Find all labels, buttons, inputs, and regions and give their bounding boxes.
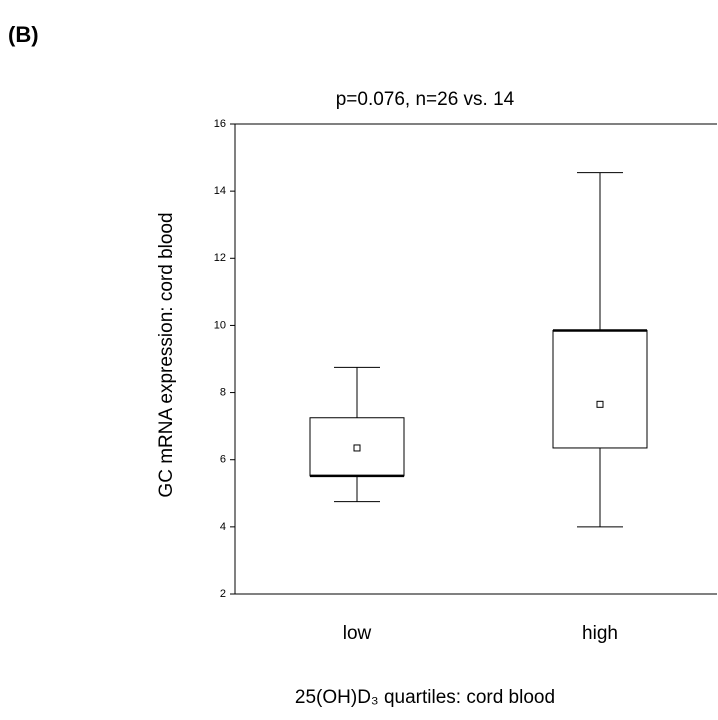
y-tick-label: 6 [220,454,226,466]
y-tick-label: 16 [214,118,226,130]
y-axis-label: GC mRNA expression: cord blood [156,212,177,497]
y-tick-label: 2 [220,588,226,600]
box [552,329,648,449]
mean-marker [596,400,604,408]
x-tick-label: low [343,623,372,644]
y-tick-label: 12 [214,252,226,264]
panel-label: (B) [8,22,39,47]
y-tick-label: 10 [214,319,226,331]
y-tick-label: 14 [214,185,226,197]
mean-marker [353,444,361,452]
y-tick-label: 4 [220,521,226,533]
chart-title: p=0.076, n=26 vs. 14 [336,89,515,110]
x-axis-label: 25(OH)D₃ quartiles: cord blood [295,687,555,708]
y-tick-label: 8 [220,386,226,398]
x-tick-label: high [582,623,618,644]
